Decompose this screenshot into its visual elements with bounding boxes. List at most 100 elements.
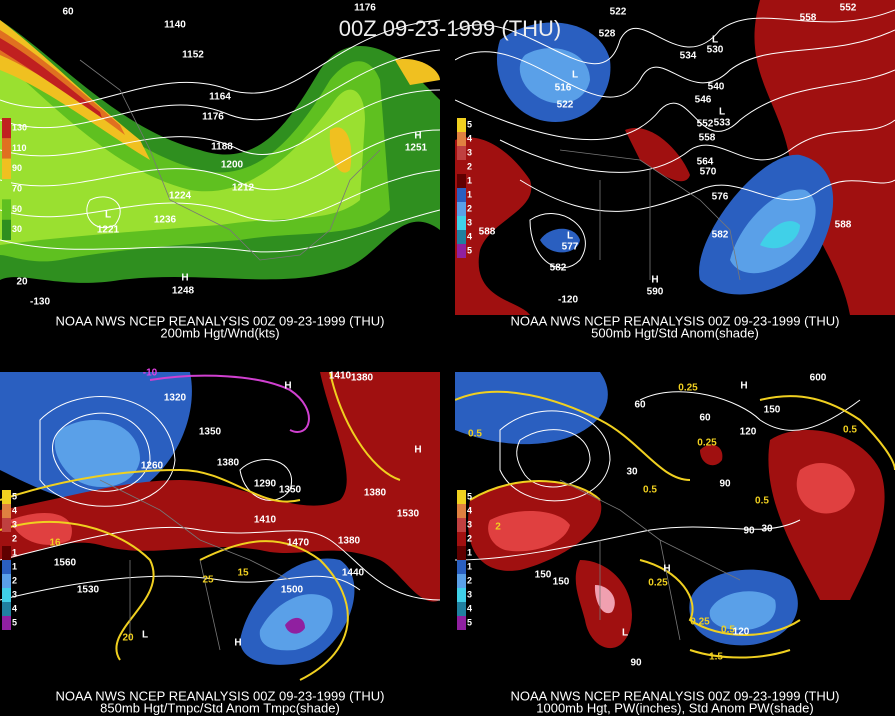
legend-label: 3: [12, 589, 17, 599]
contour-label: 1470: [287, 538, 310, 549]
contour-label: 1212: [232, 183, 255, 194]
contour-label: H: [284, 381, 291, 392]
legend-label: 1: [467, 547, 472, 557]
subtitle: 850mb Hgt/Tmpc/Std Anom Tmpc(shade): [100, 700, 340, 715]
caption: NOAA NWS NCEP REANALYSIS 00Z 09-23-1999 …: [511, 313, 840, 328]
legend-swatch: [457, 174, 466, 188]
contour-label: 1152: [182, 50, 204, 61]
legend-label: 5: [467, 119, 472, 129]
contour-label: H: [414, 131, 421, 142]
contour-label: 530: [707, 45, 724, 56]
contour-label: 540: [708, 82, 725, 93]
contour-label: 1530: [77, 585, 100, 596]
legend-label: 5: [12, 617, 17, 627]
contour-label: 0.5: [468, 429, 482, 440]
caption: NOAA NWS NCEP REANALYSIS 00Z 09-23-1999 …: [56, 688, 385, 703]
contour-label: 30: [761, 524, 773, 535]
contour-label: L: [572, 70, 578, 81]
legend-swatch: [2, 518, 11, 532]
contour-label: 546: [695, 95, 712, 106]
contour-label: H: [234, 638, 241, 649]
panel-1000mb: [455, 372, 895, 659]
legend-label: 30: [12, 224, 22, 234]
contour-label: 150: [764, 405, 781, 416]
caption: NOAA NWS NCEP REANALYSIS 00Z 09-23-1999 …: [56, 313, 385, 328]
contour-label: 590: [647, 287, 664, 298]
legend-swatch: [457, 146, 466, 160]
contour-label: 1320: [164, 393, 187, 404]
contour-label: 522: [610, 7, 627, 18]
legend-label: 2: [467, 203, 472, 213]
legend-swatch: [2, 546, 11, 560]
contour-label: L: [142, 630, 148, 641]
contour-label: 1221: [97, 225, 120, 236]
legend-label: 1: [12, 561, 17, 571]
legend-label: 1: [467, 175, 472, 185]
legend-swatch: [2, 616, 11, 630]
subtitle: 500mb Hgt/Std Anom(shade): [591, 325, 759, 340]
contour-label: 552: [840, 3, 857, 14]
contour-label: 1164: [209, 92, 231, 103]
legend-label: 1: [12, 547, 17, 557]
legend-swatch: [457, 616, 466, 630]
legend-label: 1: [467, 561, 472, 571]
legend-label: 1: [467, 189, 472, 199]
legend-swatch: [2, 219, 11, 240]
contour-label: 1140: [164, 20, 186, 31]
legend-swatch: [457, 602, 466, 616]
contour-label: -120: [558, 295, 578, 306]
contour-label: 1248: [172, 286, 195, 297]
panel-200mb: [0, 19, 440, 283]
contour-label: 1410: [254, 515, 277, 526]
contour-label: 0.25: [648, 578, 668, 589]
contour-label: 1440: [342, 568, 365, 579]
legend-swatch: [457, 202, 466, 216]
legend-label: 5: [12, 491, 17, 501]
legend-label: 70: [12, 184, 22, 194]
legend-swatch: [457, 188, 466, 202]
contour-label: 522: [557, 100, 574, 111]
contour-label: 577: [562, 242, 579, 253]
contour-label: 1410: [329, 371, 352, 382]
contour-label: 1.5: [709, 652, 723, 663]
contour-label: 1176: [354, 3, 376, 14]
contour-label: 1188: [211, 142, 233, 153]
contour-label: 1236: [154, 215, 177, 226]
legend-label: 3: [467, 519, 472, 529]
contour-label: 1350: [279, 485, 302, 496]
legend-label: 90: [12, 163, 22, 173]
legend-label: 4: [467, 505, 472, 515]
legend-swatch: [457, 532, 466, 546]
legend-label: 5: [467, 245, 472, 255]
contour-label: 576: [712, 192, 729, 203]
contour-label: L: [622, 628, 628, 639]
contour-label: 1380: [351, 373, 374, 384]
contour-label: 1260: [141, 461, 164, 472]
legend-swatch: [457, 160, 466, 174]
contour-label: H: [740, 381, 747, 392]
panel-850mb: [0, 372, 440, 681]
contour-label: L: [567, 231, 573, 242]
contour-label: 582: [712, 230, 729, 241]
legend-swatch: [2, 138, 11, 159]
contour-label: 2: [495, 522, 501, 533]
legend-label: 4: [467, 603, 472, 613]
contour-label: H: [414, 445, 421, 456]
contour-label: 0.25: [697, 438, 717, 449]
contour-label: -130: [30, 297, 50, 308]
legend-swatch: [2, 560, 11, 574]
contour-label: 60: [62, 7, 74, 18]
contour-label: 1176: [202, 112, 224, 123]
legend-label: 2: [12, 575, 17, 585]
contour-label: 60: [699, 413, 711, 424]
contour-label: L: [712, 35, 718, 46]
legend-label: 2: [12, 533, 17, 543]
contour-label: 1500: [281, 585, 304, 596]
legend-label: 3: [12, 519, 17, 529]
legend-swatch: [2, 490, 11, 504]
panel-500mb: [455, 0, 895, 315]
contour-label: 588: [835, 220, 852, 231]
contour-label: 1380: [364, 488, 387, 499]
legend-label: 2: [467, 575, 472, 585]
